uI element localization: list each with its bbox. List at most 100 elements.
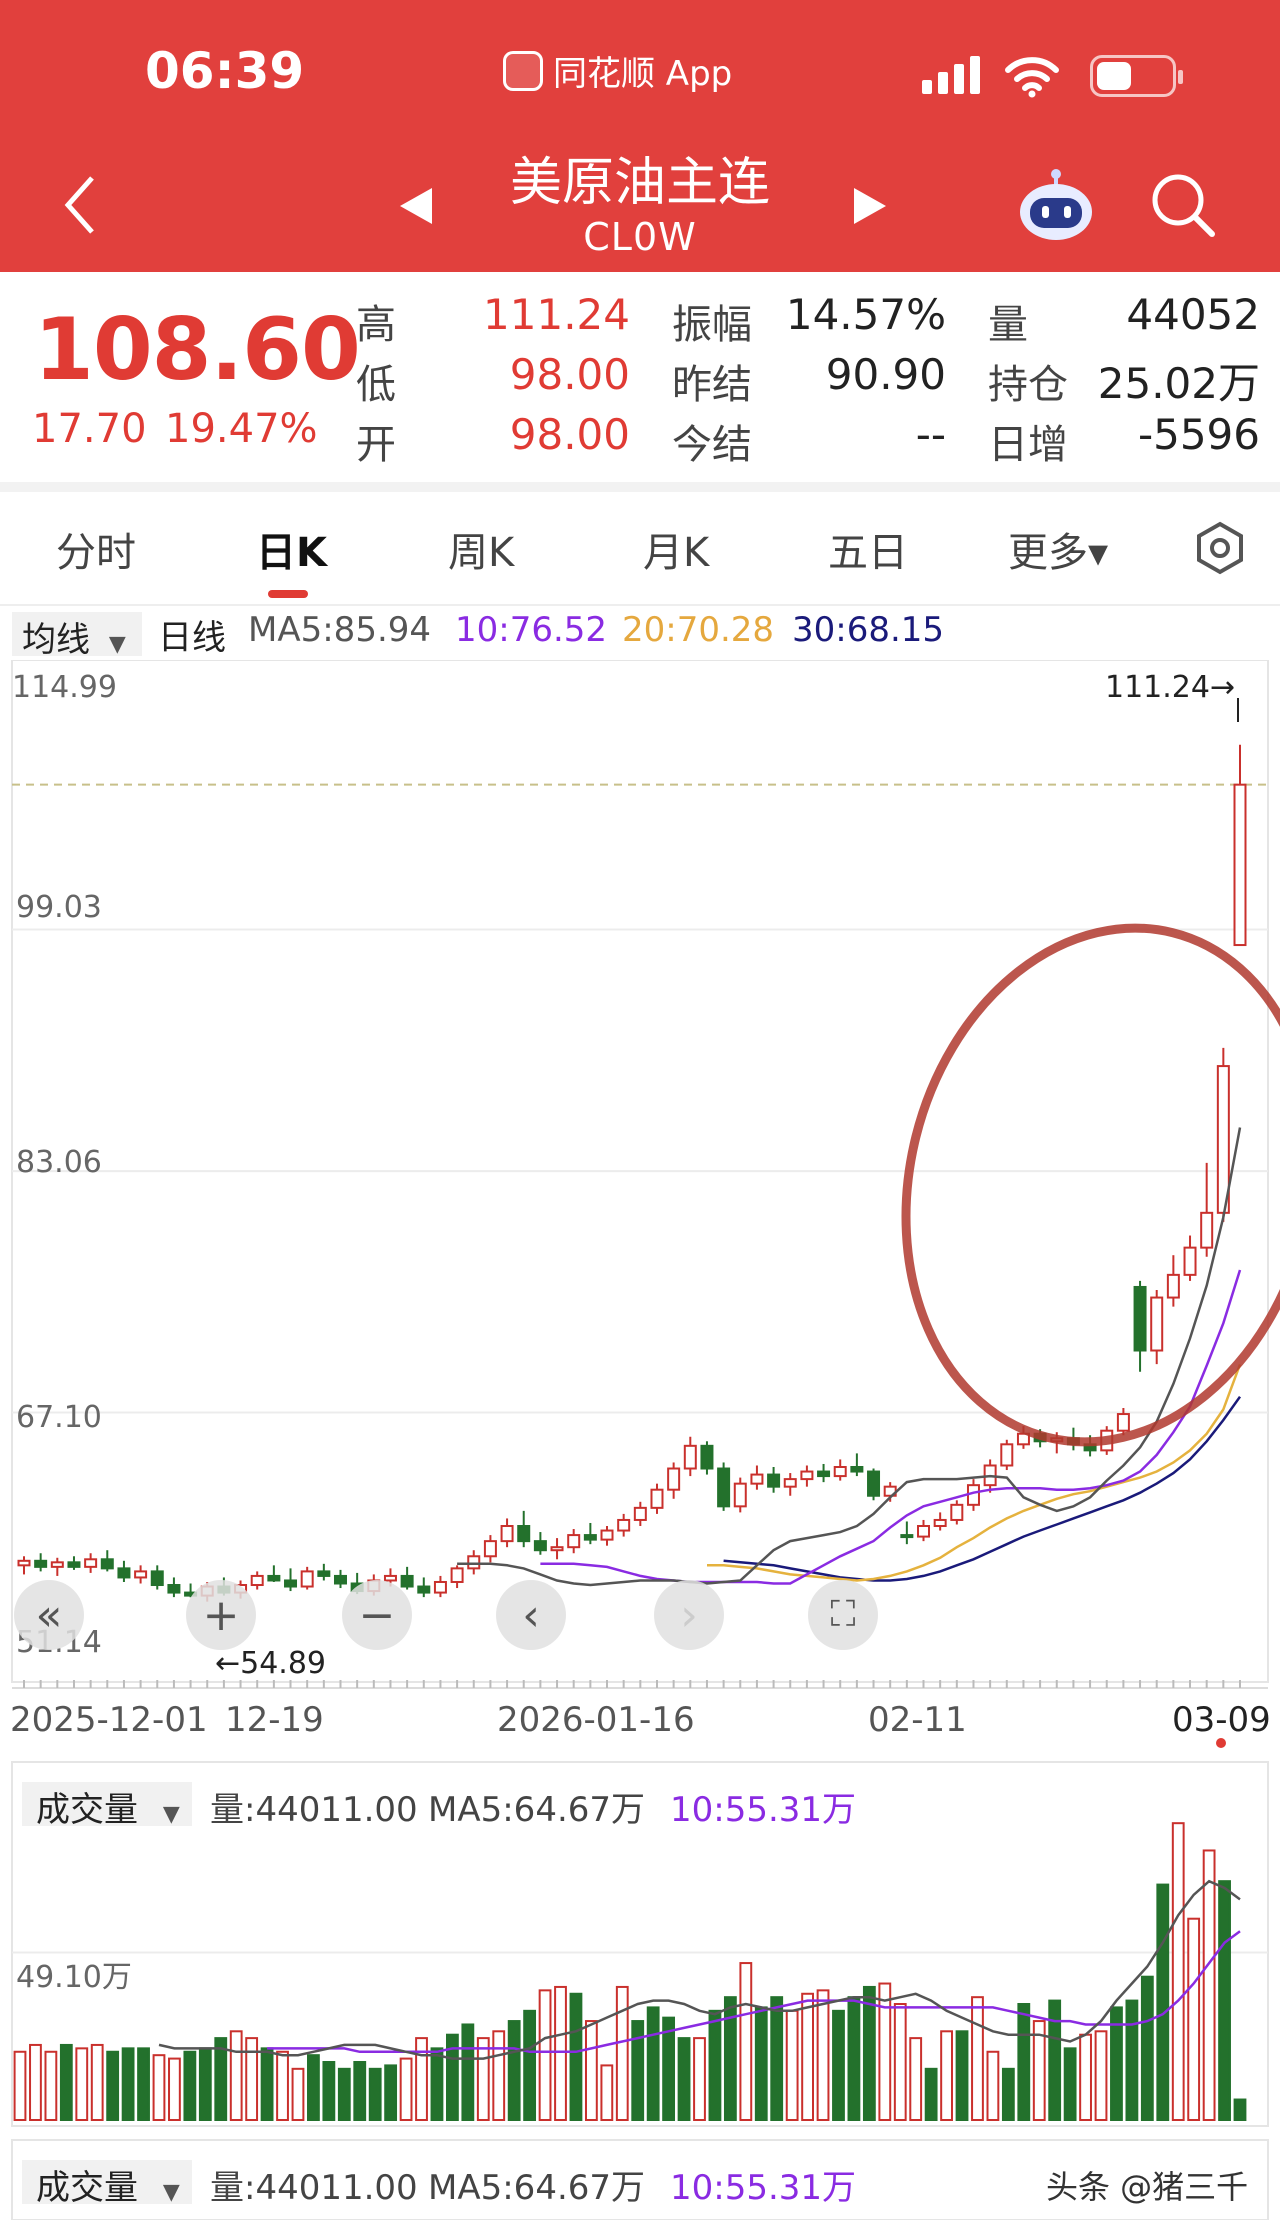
candle <box>933 1518 947 1528</box>
low-label: 低 <box>356 362 396 408</box>
volume-bar <box>708 2009 722 2121</box>
chevron-down-icon: ▼ <box>162 2180 180 2205</box>
scroll-right-button[interactable]: › <box>654 1580 724 1650</box>
volume-bar <box>646 2006 660 2121</box>
volume-bar <box>1063 2047 1077 2121</box>
volume-bar <box>1187 1917 1201 2122</box>
ma10-value: 10:76.52 <box>455 610 608 650</box>
ma-select[interactable]: 均线 ▼ <box>12 612 142 660</box>
volume-bar <box>59 2043 73 2121</box>
volume-bar <box>168 2057 181 2122</box>
candle <box>833 1466 847 1478</box>
volume-bar <box>291 2067 305 2121</box>
volume-bar <box>1140 1975 1154 2122</box>
volume-bar <box>955 2030 969 2121</box>
back-icon[interactable] <box>60 172 100 238</box>
volume-bar <box>1202 1849 1216 2121</box>
ma30-value: 30:68.15 <box>792 610 945 650</box>
candle <box>700 1444 714 1470</box>
tab-monthly-k[interactable]: 月K <box>643 530 710 576</box>
volume-label: 量 <box>988 302 1028 348</box>
volume-bar <box>893 2003 907 2121</box>
volume-select[interactable]: 成交量 ▼ <box>22 1782 192 1830</box>
candle <box>84 1558 98 1568</box>
app-logo-icon <box>503 50 543 91</box>
volume-bar <box>183 2050 197 2121</box>
candle <box>550 1546 564 1552</box>
tab-more[interactable]: 更多▾ <box>1008 530 1109 576</box>
volume-bar <box>1233 2098 1247 2122</box>
volume-bar <box>770 1996 784 2122</box>
candle <box>850 1466 864 1473</box>
robot-icon[interactable] <box>1014 166 1098 246</box>
fullscreen-button[interactable]: ⛶ <box>808 1580 878 1650</box>
candle <box>950 1503 964 1521</box>
candle <box>1133 1285 1147 1352</box>
candle <box>483 1540 497 1558</box>
volume-bar <box>1001 2067 1015 2121</box>
candle <box>800 1470 814 1481</box>
volume-bar <box>832 2009 845 2121</box>
search-icon[interactable] <box>1150 172 1216 238</box>
volume-bar <box>29 2043 42 2121</box>
volume-bar <box>862 1985 876 2121</box>
oi-change-value: -5596 <box>1137 410 1260 459</box>
volume-ma5: MA5:64.67万 <box>428 1790 646 1830</box>
volume-bar <box>214 2037 228 2122</box>
tab-intraday[interactable]: 分时 <box>56 530 136 576</box>
open-interest-label: 持仓 <box>988 362 1068 408</box>
candle <box>650 1488 664 1509</box>
volume-ma10: 10:55.31万 <box>670 1790 857 1830</box>
volume-bar <box>677 2037 691 2122</box>
volume-bar <box>260 2047 274 2121</box>
volume-bar <box>1017 2003 1031 2121</box>
tab-daily-k[interactable]: 日K <box>256 530 327 576</box>
low-marker-label: ←54.89 <box>215 1646 327 1681</box>
volume-bar <box>785 2009 799 2121</box>
volume-select-2[interactable]: 成交量 ▼ <box>22 2160 192 2208</box>
candle <box>400 1574 414 1588</box>
volume-bar <box>739 1962 753 2122</box>
x-date-label: 03-09 <box>1172 1700 1271 1740</box>
volume-bar <box>693 2037 706 2122</box>
ma20-line <box>707 1363 1242 1582</box>
volume-bar <box>198 2047 212 2121</box>
candle <box>867 1470 881 1497</box>
tab-five-day[interactable]: 五日 <box>828 530 908 576</box>
tab-weekly-k[interactable]: 周K <box>448 530 515 576</box>
y-tick-label: 114.99 <box>12 670 117 705</box>
candle <box>17 1559 31 1567</box>
volume-bar <box>538 1989 552 2121</box>
open-label: 开 <box>356 422 396 468</box>
candle <box>1116 1413 1130 1432</box>
open-value: 98.00 <box>509 410 630 459</box>
chevron-down-icon: ▼ <box>108 632 126 657</box>
settings-icon[interactable] <box>1192 520 1248 576</box>
zoom-in-button[interactable]: + <box>186 1580 256 1650</box>
x-date-label: 12-19 <box>225 1700 324 1740</box>
candle <box>317 1570 331 1577</box>
candle <box>683 1444 697 1470</box>
ma5-value: MA5:85.94 <box>248 610 432 650</box>
scroll-left-button[interactable]: ‹ <box>496 1580 566 1650</box>
tab-divider <box>0 604 1280 606</box>
volume-bar <box>276 2050 289 2121</box>
section-divider <box>0 482 1280 492</box>
active-tab-indicator <box>268 590 308 598</box>
signal-icon <box>922 56 980 94</box>
triangle-right-icon[interactable] <box>850 186 888 226</box>
volume-bar <box>368 2067 382 2121</box>
volume-bar <box>507 2020 521 2122</box>
kline-chart[interactable] <box>0 660 1280 2220</box>
app-indicator: 同花顺 App <box>503 46 732 95</box>
volume-y-tick: 49.10万 <box>16 1960 132 1995</box>
zoom-out-button[interactable]: − <box>342 1580 412 1650</box>
volume-ma5_line <box>158 1879 1241 2060</box>
rewind-button[interactable]: « <box>14 1580 84 1650</box>
candle <box>1000 1443 1014 1467</box>
volume-bar <box>631 2020 645 2122</box>
amplitude-label: 振幅 <box>672 302 752 348</box>
candle <box>533 1540 547 1552</box>
triangle-left-icon[interactable] <box>398 186 436 226</box>
volume-bar <box>337 2067 351 2121</box>
